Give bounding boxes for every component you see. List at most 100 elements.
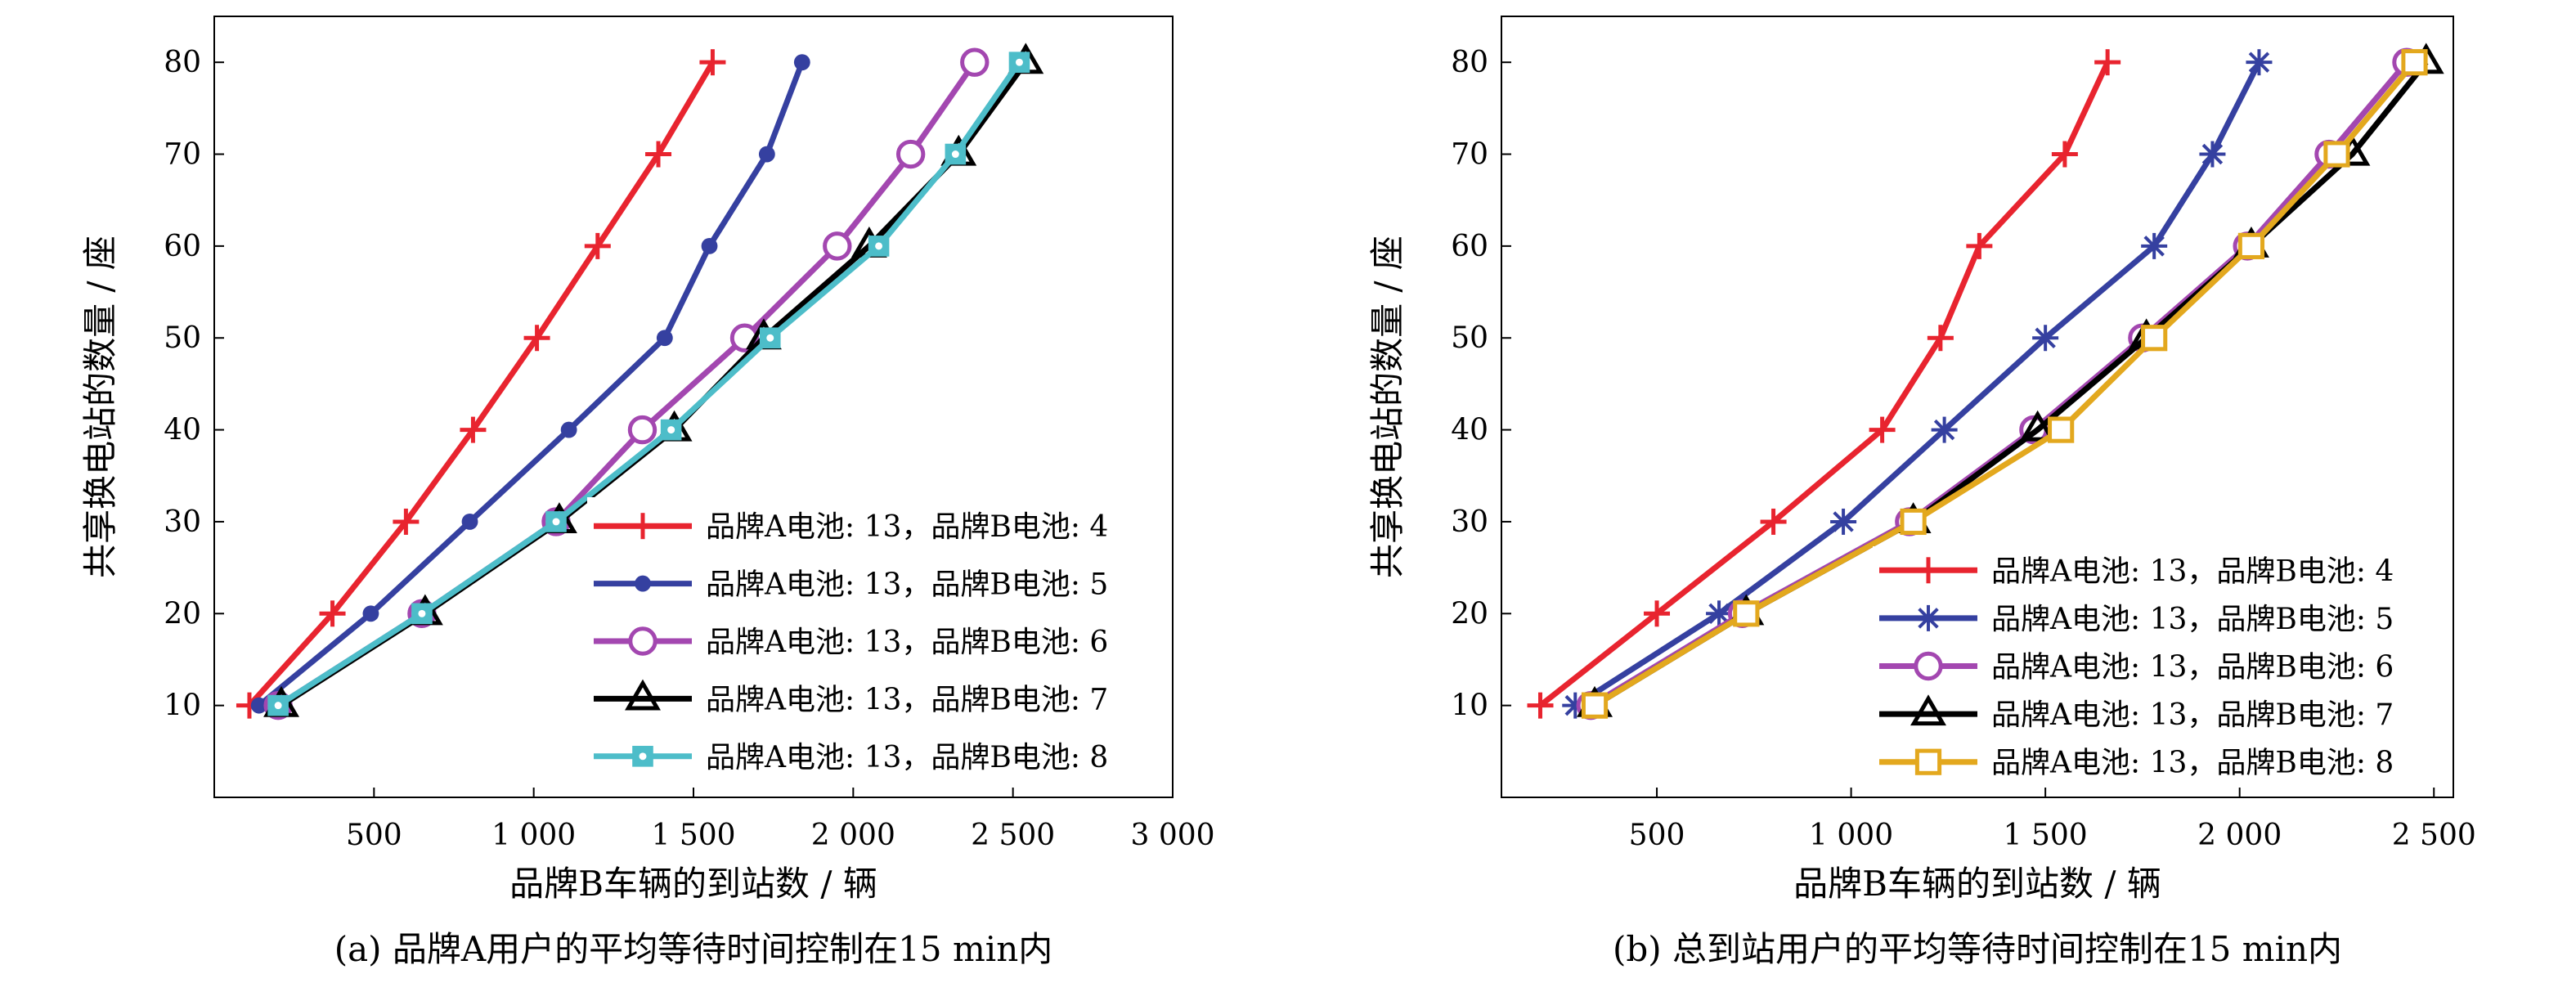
y-axis-label: 共享换电站的数量 / 座	[1367, 236, 1407, 578]
legend: 品牌A电池: 13，品牌B电池: 4 品牌A电池: 13，品牌B电池: 5 品牌A电…	[587, 497, 1160, 785]
data-point	[2048, 416, 2075, 443]
legend-item: 品牌A电池: 13，品牌B电池: 6	[1879, 651, 2394, 685]
data-point	[660, 419, 682, 441]
legend-marker	[625, 679, 661, 711]
data-point-ray	[1933, 419, 1955, 441]
legend-label: 品牌A电池: 13，品牌B电池: 6	[1991, 651, 2394, 685]
series-1	[236, 49, 726, 719]
data-point	[758, 146, 775, 163]
legend-marker	[635, 575, 651, 592]
y-tick-label: 50	[1451, 321, 1488, 355]
data-point	[2094, 49, 2121, 76]
data-point	[1900, 508, 1927, 536]
data-point	[627, 415, 657, 445]
data-point	[2019, 410, 2056, 442]
data-point	[460, 416, 487, 443]
y-tick-label: 70	[1451, 138, 1488, 172]
data-point	[759, 327, 781, 349]
legend-item: 品牌A电池: 13，品牌B电池: 7	[1879, 694, 2394, 732]
legend-label: 品牌A电池: 13，品牌B电池: 7	[706, 683, 1108, 716]
data-point	[868, 236, 890, 257]
legend-label: 品牌A电池: 13，品牌B电池: 4	[1991, 554, 2394, 588]
series-line	[1573, 61, 2262, 708]
legend-label: 品牌A电池: 13，品牌B电池: 6	[706, 626, 1108, 659]
x-tick-label: 1 000	[491, 819, 576, 852]
legend-item: 品牌A电池: 13，品牌B电池: 6	[594, 626, 1108, 659]
data-point	[2141, 232, 2168, 259]
data-point	[823, 231, 852, 261]
data-point-dot	[667, 426, 675, 434]
y-tick-label: 10	[1451, 689, 1488, 723]
data-point	[701, 237, 718, 254]
series-line	[1593, 60, 2417, 708]
series-2	[250, 54, 810, 714]
x-tick-label: 1 500	[651, 819, 735, 852]
legend-marker	[1914, 651, 1943, 681]
data-point	[2199, 141, 2226, 168]
data-point-dot	[418, 609, 426, 617]
data-point	[1527, 692, 1554, 719]
data-point	[1706, 600, 1733, 627]
data-point	[393, 508, 420, 535]
data-point-ray	[1833, 511, 1854, 532]
x-tick-label: 2 500	[2392, 819, 2476, 852]
y-tick-label: 60	[164, 230, 201, 263]
data-point	[1966, 232, 1993, 259]
data-point	[2323, 141, 2350, 168]
x-tick-label: 500	[1629, 819, 1685, 852]
y-tick-label: 10	[164, 689, 201, 723]
data-point-dot	[766, 334, 774, 342]
x-axis-label: 品牌B车辆的到站数 / 辆	[509, 864, 877, 904]
data-point	[1581, 692, 1609, 719]
data-point	[319, 600, 346, 627]
y-tick-label: 40	[1451, 414, 1488, 447]
plot-frame	[1501, 16, 2454, 798]
data-point	[645, 141, 672, 168]
y-tick-label: 80	[164, 46, 201, 79]
legend-marker	[1915, 604, 1941, 631]
data-point	[411, 603, 433, 625]
legend-marker	[630, 513, 656, 540]
data-point-dot	[552, 518, 560, 526]
data-point-ray	[2201, 143, 2224, 165]
series-1	[1527, 49, 2121, 719]
chart-caption: (b) 总到站用户的平均等待时间控制在15 min内	[1613, 929, 2342, 969]
data-point	[2051, 141, 2078, 168]
data-point	[523, 325, 550, 352]
y-tick-label: 50	[164, 321, 201, 355]
legend-label: 品牌A电池: 13，品牌B电池: 8	[1991, 747, 2394, 780]
legend-marker	[632, 746, 653, 767]
data-point	[545, 511, 567, 532]
data-point	[1760, 508, 1787, 535]
legend: 品牌A电池: 13，品牌B电池: 4 品牌A电池: 13，品牌B电池: 5 品牌A电…	[1873, 546, 2445, 786]
x-tick-label: 1 500	[2004, 819, 2088, 852]
data-point-ray	[1708, 603, 1730, 625]
legend-label: 品牌A电池: 13，品牌B电池: 5	[706, 568, 1108, 602]
legend-item: 品牌A电池: 13，品牌B电池: 5	[594, 568, 1108, 602]
series-line	[1538, 61, 2111, 708]
legend-marker-dot	[639, 752, 647, 761]
x-tick-label: 2 000	[811, 819, 895, 852]
legend-item: 品牌A电池: 13，品牌B电池: 8	[594, 741, 1108, 774]
data-point	[250, 697, 267, 714]
y-tick-label: 30	[164, 505, 201, 539]
legend-item: 品牌A电池: 13，品牌B电池: 4	[594, 510, 1108, 544]
legend-item: 品牌A电池: 13，品牌B电池: 8	[1879, 747, 2394, 780]
chart-caption: (a) 品牌A用户的平均等待时间控制在15 min内	[334, 929, 1053, 969]
data-point	[2237, 232, 2265, 259]
data-point	[584, 232, 611, 259]
y-tick-label: 40	[164, 414, 201, 447]
data-point-ray	[2035, 327, 2056, 348]
data-point-ray	[2143, 236, 2165, 257]
series-line	[276, 61, 1022, 708]
data-point	[560, 421, 577, 438]
x-tick-label: 3 000	[1130, 819, 1214, 852]
legend-label: 品牌A电池: 13，品牌B电池: 7	[1991, 698, 2394, 732]
data-point	[2032, 325, 2059, 352]
y-tick-label: 20	[1451, 597, 1488, 631]
y-tick-label: 20	[164, 597, 201, 631]
data-point	[1869, 416, 1896, 443]
legend-item: 品牌A电池: 13，品牌B电池: 4	[1879, 554, 2394, 588]
data-point-dot	[951, 150, 959, 159]
x-tick-label: 2 000	[2197, 819, 2282, 852]
